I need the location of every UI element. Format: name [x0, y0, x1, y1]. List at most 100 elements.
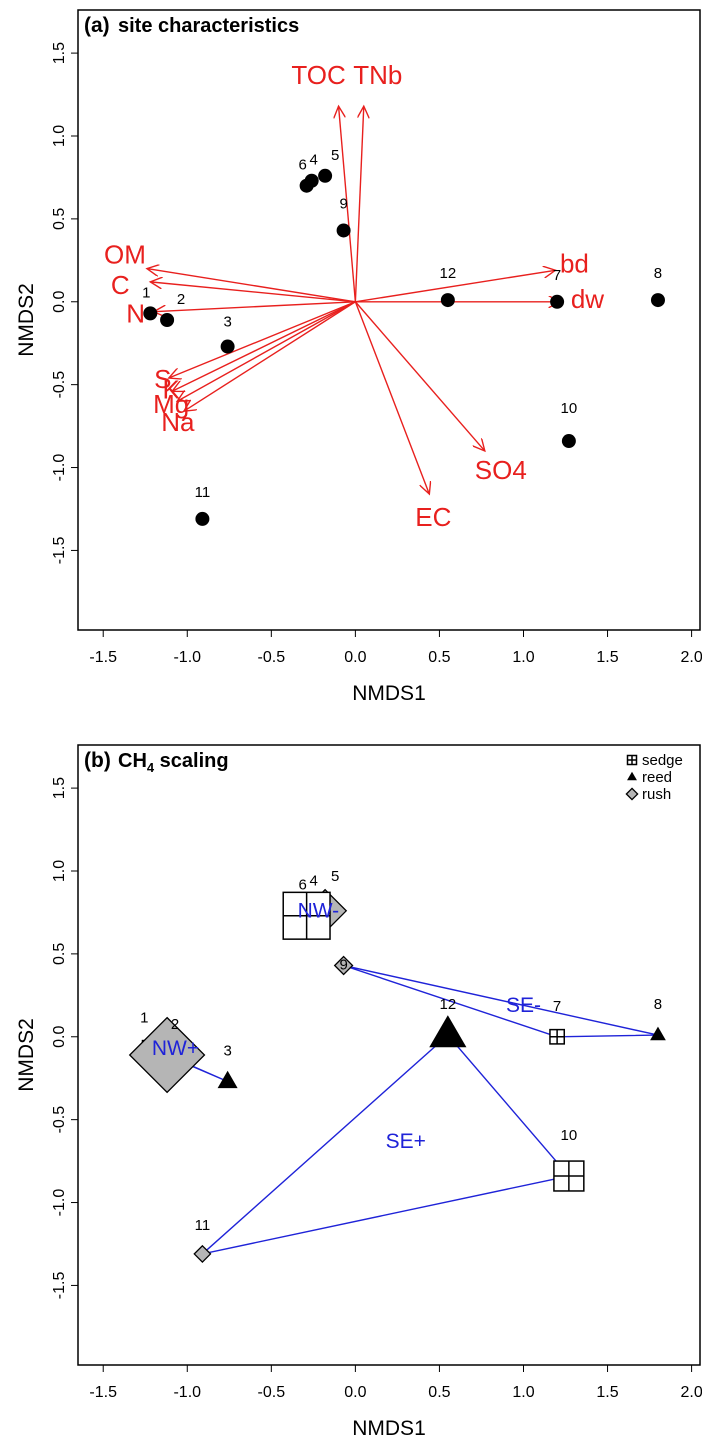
site-label-4: 4 [309, 873, 317, 890]
site-point-3 [220, 339, 235, 354]
vector-arrow-om [147, 269, 356, 303]
site-point-6 [299, 178, 314, 193]
site-label-11: 11 [195, 484, 211, 501]
vector-arrow-mg [177, 301, 356, 401]
y-tick-label: 1.0 [51, 860, 68, 882]
y-axis-label: NMDS2 [15, 283, 38, 357]
marker-site-8 [650, 1026, 666, 1041]
group-label-3: SE+ [386, 1130, 426, 1153]
vector-label-dw: dw [571, 284, 604, 314]
vector-arrow-so4 [354, 301, 484, 451]
y-tick-label: 0.5 [51, 208, 68, 230]
site-label-1: 1 [142, 284, 150, 301]
site-label-7: 7 [553, 267, 561, 284]
y-tick-label: -1.5 [51, 1272, 68, 1300]
chart-panel-a: -1.5 -1.0 -0.5 0.0 0.5 1.0 1.5 2.0 1.5 1.0 0.5 0.0 -… [15, 9, 702, 705]
vector-arrow-c [150, 282, 356, 303]
site-label-12: 12 [439, 265, 456, 282]
site-label-3: 3 [223, 1043, 231, 1060]
site-label-9: 9 [339, 956, 347, 973]
site-markers [128, 888, 666, 1263]
site-label-7: 7 [553, 998, 561, 1015]
title-part: CH [118, 750, 147, 772]
plot-frame [77, 744, 701, 1366]
panel-label: (a) [84, 14, 110, 37]
y-tick-label: 1.0 [51, 125, 68, 147]
group-label-2: SE- [506, 994, 541, 1017]
site-point-2 [160, 313, 175, 327]
vector-label-s: S [154, 364, 171, 394]
marker-site-11 [193, 1244, 212, 1263]
site-label-10: 10 [561, 400, 578, 417]
site-point-9 [336, 223, 351, 238]
y-tick-label: -1.5 [51, 537, 68, 565]
title-suffix: scaling [154, 750, 228, 772]
x-tick-label: -0.5 [258, 1384, 286, 1401]
site-point-12 [440, 293, 455, 308]
site-label-5: 5 [331, 147, 339, 164]
site-point-1 [143, 306, 158, 321]
y-tick-label: 0.0 [51, 291, 68, 313]
legend-label-reed: reed [642, 769, 672, 786]
x-tick-label: -1.0 [173, 1384, 201, 1401]
x-axis-label: NMDS1 [352, 682, 426, 705]
x-tick-label: 1.0 [512, 1384, 534, 1401]
y-tick-label: -1.0 [51, 454, 68, 482]
marker-site-2 [128, 1016, 206, 1094]
y-axis-label: NMDS2 [15, 1018, 38, 1092]
y-tick-label: 1.5 [51, 777, 68, 799]
chart-panel-b: -1.5 -1.0 -0.5 0.0 0.5 1.0 1.5 2.0 1.5 1.0 0.5 0.0 -… [15, 744, 702, 1440]
y-tick-label: -0.5 [51, 371, 68, 399]
site-label-2: 2 [177, 291, 185, 308]
vector-label-tnb: TNb [353, 60, 402, 90]
x-tick-label: -0.5 [258, 649, 286, 666]
site-label-8: 8 [654, 996, 662, 1013]
site-point-11 [195, 511, 210, 526]
x-tick-label: 2.0 [680, 649, 702, 666]
group-label-1: NW- [298, 899, 340, 922]
vector-label-ec: EC [415, 502, 451, 532]
site-point-5 [318, 168, 333, 183]
vector-arrow-s [169, 301, 356, 378]
site-point-10 [561, 434, 576, 449]
title-subscript: 4 [147, 760, 155, 775]
vector-label-bd: bd [560, 248, 589, 278]
site-label-12: 12 [439, 996, 456, 1013]
vector-label-om: OM [104, 240, 146, 270]
legend-marker-rush [625, 787, 639, 801]
legend-label-sedge: sedge [642, 752, 683, 769]
hull-se-minusplus [199, 1034, 571, 1256]
x-tick-label: -1.5 [89, 1384, 117, 1401]
x-tick-label: 0.0 [344, 1384, 366, 1401]
y-tick-label: -0.5 [51, 1106, 68, 1134]
legend-label-rush: rush [642, 786, 671, 803]
vector-arrow-n [154, 301, 356, 312]
site-label-11: 11 [195, 1217, 211, 1234]
site-label-8: 8 [654, 265, 662, 282]
plot-frame [77, 9, 701, 631]
panel-title: site characteristics [118, 15, 299, 37]
y-tick-label: -1.0 [51, 1189, 68, 1217]
site-label-4: 4 [309, 152, 317, 169]
site-label-6: 6 [298, 157, 306, 174]
site-label-1: 1 [140, 1009, 148, 1026]
x-tick-label: 0.5 [428, 1384, 450, 1401]
hull-se-minus [343, 964, 659, 1038]
vector-label-c: C [111, 270, 130, 300]
site-label-3: 3 [223, 314, 231, 331]
y-tick-label: 1.5 [51, 42, 68, 64]
site-label-6: 6 [298, 877, 306, 894]
group-label-0: NW+ [152, 1037, 199, 1060]
x-tick-label: -1.0 [173, 649, 201, 666]
panel-title: CH4 scaling [118, 750, 229, 775]
vector-label-toc: TOC [291, 60, 345, 90]
vector-arrow-bd [355, 270, 555, 303]
marker-site-12 [429, 1015, 467, 1048]
vector-arrow-k [172, 301, 356, 392]
x-tick-label: 2.0 [680, 1384, 702, 1401]
x-tick-label: -1.5 [89, 649, 117, 666]
